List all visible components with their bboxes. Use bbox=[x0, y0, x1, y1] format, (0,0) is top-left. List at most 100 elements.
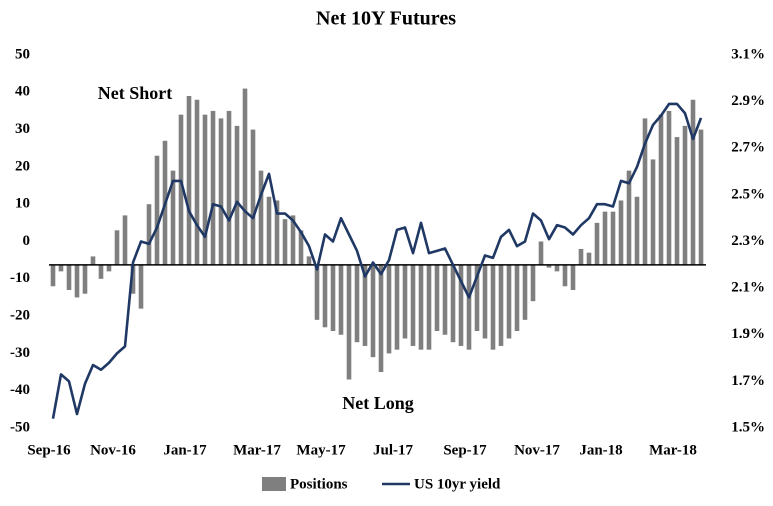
bar bbox=[538, 241, 544, 265]
bar bbox=[546, 264, 552, 268]
bar bbox=[106, 264, 112, 272]
x-tick-label: Jul-17 bbox=[373, 442, 414, 458]
bar bbox=[466, 264, 472, 350]
bar bbox=[594, 222, 600, 265]
bar bbox=[306, 256, 312, 265]
legend-label: US 10yr yield bbox=[414, 476, 501, 492]
bar bbox=[282, 219, 288, 265]
bar bbox=[458, 264, 464, 346]
bar bbox=[562, 264, 568, 287]
bar bbox=[250, 129, 256, 265]
y2-tick-label: 3.1% bbox=[731, 46, 765, 62]
bar bbox=[226, 110, 232, 265]
bar bbox=[314, 264, 320, 320]
y-tick-label: 20 bbox=[15, 158, 30, 174]
y2-tick-label: 1.9% bbox=[731, 326, 765, 342]
bar bbox=[450, 264, 456, 343]
bar bbox=[378, 264, 384, 373]
annotation: Net Short bbox=[98, 83, 173, 103]
bar bbox=[362, 264, 368, 346]
y-tick-label: -50 bbox=[10, 419, 30, 435]
y2-tick-label: 2.3% bbox=[731, 233, 765, 249]
bar bbox=[490, 264, 496, 350]
bar bbox=[554, 264, 560, 272]
y-tick-label: 30 bbox=[15, 121, 30, 137]
bar bbox=[642, 118, 648, 265]
bar bbox=[274, 200, 280, 265]
y-tick-label: -40 bbox=[10, 382, 30, 398]
chart-title: Net 10Y Futures bbox=[316, 8, 456, 30]
bar bbox=[354, 264, 360, 343]
bar bbox=[402, 264, 408, 339]
bar bbox=[442, 264, 448, 335]
bar bbox=[58, 264, 64, 272]
bar bbox=[266, 196, 272, 265]
bar bbox=[618, 200, 624, 265]
bar bbox=[138, 264, 144, 309]
y-tick-label: 50 bbox=[15, 46, 30, 62]
bar bbox=[586, 252, 592, 265]
bar bbox=[322, 264, 328, 328]
legend-label: Positions bbox=[290, 476, 348, 492]
bar bbox=[130, 264, 136, 294]
x-tick-label: May-17 bbox=[296, 442, 346, 458]
bar bbox=[66, 264, 72, 290]
bar bbox=[242, 88, 248, 265]
y2-tick-label: 2.9% bbox=[731, 93, 765, 109]
bar bbox=[474, 264, 480, 332]
bar bbox=[98, 264, 104, 279]
bar bbox=[698, 129, 704, 265]
bar bbox=[186, 96, 192, 265]
bar bbox=[346, 264, 352, 380]
bar bbox=[650, 159, 656, 265]
bar bbox=[666, 110, 672, 265]
bar bbox=[146, 204, 152, 265]
legend-swatch bbox=[262, 477, 286, 491]
bar bbox=[626, 170, 632, 265]
y2-tick-label: 1.5% bbox=[731, 419, 765, 435]
bar bbox=[194, 99, 200, 265]
y-tick-label: 10 bbox=[15, 196, 30, 212]
y-tick-label: 40 bbox=[15, 84, 30, 100]
bar bbox=[386, 264, 392, 354]
bar bbox=[218, 118, 224, 265]
y2-tick-label: 2.5% bbox=[731, 186, 765, 202]
x-tick-label: Mar-17 bbox=[233, 442, 281, 458]
bar bbox=[90, 256, 96, 265]
bar bbox=[74, 264, 80, 298]
bar bbox=[602, 211, 608, 265]
bar bbox=[170, 170, 176, 265]
bar bbox=[522, 264, 528, 320]
line bbox=[51, 102, 703, 419]
x-tick-label: Jan-17 bbox=[163, 442, 207, 458]
bar bbox=[418, 264, 424, 350]
x-tick-label: Nov-17 bbox=[514, 442, 560, 458]
x-tick-label: Jan-18 bbox=[579, 442, 622, 458]
bar bbox=[498, 264, 504, 346]
annotation: Net Long bbox=[342, 393, 414, 413]
bar bbox=[258, 170, 264, 265]
bar bbox=[290, 215, 296, 265]
y2-tick-label: 1.7% bbox=[731, 373, 765, 389]
x-tick-label: Sep-17 bbox=[443, 442, 487, 458]
bar bbox=[610, 211, 616, 265]
bar bbox=[530, 264, 536, 302]
bar bbox=[210, 110, 216, 265]
y-tick-label: 0 bbox=[23, 233, 31, 249]
bar bbox=[682, 125, 688, 265]
y2-tick-label: 2.1% bbox=[731, 280, 765, 296]
y-tick-label: -30 bbox=[10, 345, 30, 361]
bar bbox=[114, 230, 120, 265]
bar bbox=[570, 264, 576, 290]
bar bbox=[410, 264, 416, 346]
bar bbox=[50, 264, 56, 287]
bar bbox=[234, 125, 240, 265]
bar bbox=[122, 215, 128, 265]
x-tick-label: Mar-18 bbox=[649, 442, 697, 458]
bar bbox=[178, 114, 184, 265]
bar bbox=[634, 196, 640, 265]
bar bbox=[578, 248, 584, 265]
bar bbox=[330, 264, 336, 332]
bar bbox=[82, 264, 88, 294]
